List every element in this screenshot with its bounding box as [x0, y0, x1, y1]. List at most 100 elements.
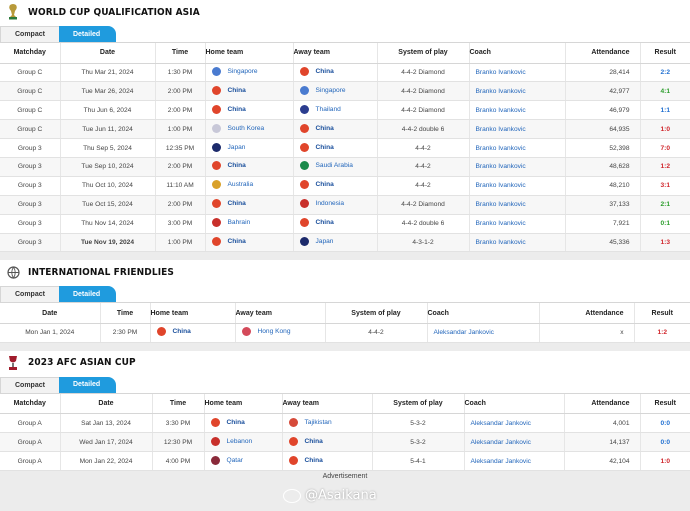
coach-link[interactable]: Branko Ivankovic [475, 220, 526, 228]
home-team[interactable]: China [156, 327, 191, 337]
match-result[interactable]: 2:1 [660, 201, 671, 209]
team-name[interactable]: Qatar [226, 456, 244, 464]
home-team[interactable]: China [210, 417, 245, 427]
table-row[interactable]: Group A Sat Jan 13, 2024 3:30 PM China Tajik… [0, 413, 690, 434]
home-team[interactable]: China [211, 104, 246, 114]
tab-compact[interactable]: Compact [0, 26, 60, 42]
team-name[interactable]: China [227, 86, 246, 94]
match-result[interactable]: 1:0 [660, 125, 671, 133]
away-team[interactable]: China [288, 436, 323, 446]
tab-compact[interactable]: Compact [0, 376, 60, 393]
home-team[interactable]: Lebanon [210, 436, 253, 446]
match-result[interactable]: 1:3 [660, 238, 671, 246]
match-result[interactable]: 4:1 [660, 87, 671, 95]
home-team[interactable]: China [211, 85, 246, 95]
match-result[interactable]: 1:2 [657, 329, 668, 337]
tab-compact[interactable]: Compact [0, 286, 60, 303]
tab-detailed[interactable]: Detailed [58, 286, 117, 303]
coach-link[interactable]: Branko Ivankovic [475, 144, 526, 152]
team-name[interactable]: Singapore [315, 86, 346, 94]
table-row[interactable]: Group 3 Tue Oct 15, 2024 2:00 PM China Indon… [0, 195, 690, 215]
team-name[interactable]: China [315, 143, 334, 151]
match-result[interactable]: 2:2 [660, 68, 671, 76]
team-name[interactable]: China [172, 328, 191, 336]
coach-link[interactable]: Aleksandar Jankovic [470, 438, 531, 446]
table-row[interactable]: Group 3 Thu Nov 14, 2024 3:00 PM Bahrain Chi… [0, 214, 690, 234]
match-result[interactable]: 1:2 [660, 163, 671, 171]
team-name[interactable]: China [315, 181, 334, 189]
match-result[interactable]: 0:0 [660, 419, 671, 427]
team-name[interactable]: China [304, 437, 323, 445]
team-name[interactable]: Hong Kong [257, 328, 291, 336]
away-team[interactable]: Indonesia [299, 199, 345, 209]
table-row[interactable]: Group A Mon Jan 22, 2024 4:00 PM Qatar China… [0, 451, 690, 471]
home-team[interactable]: China [211, 236, 246, 246]
team-name[interactable]: Indonesia [315, 200, 345, 208]
team-name[interactable]: Lebanon [226, 437, 253, 445]
table-row[interactable]: Group 3 Thu Oct 10, 2024 11:10 AM Australia… [0, 176, 690, 196]
table-row[interactable]: Group 3 Tue Nov 19, 2024 1:00 PM China Japan… [0, 233, 690, 253]
team-name[interactable]: China [227, 200, 246, 208]
table-row[interactable]: Group C Tue Jun 11, 2024 1:00 PM South Kore… [0, 119, 690, 140]
table-row[interactable]: Group 3 Tue Sep 10, 2024 2:00 PM China Saudi… [0, 157, 690, 177]
table-row[interactable]: Group A Wed Jan 17, 2024 12:30 PM Lebanon Ch… [0, 432, 690, 453]
tab-detailed[interactable]: Detailed [58, 26, 117, 42]
match-result[interactable]: 7:0 [660, 144, 671, 152]
team-name[interactable]: China [227, 105, 246, 113]
home-team[interactable]: Singapore [211, 66, 258, 76]
coach-link[interactable]: Branko Ivankovic [475, 125, 526, 133]
coach-link[interactable]: Branko Ivankovic [475, 182, 526, 190]
away-team[interactable]: China [299, 66, 334, 76]
home-team[interactable]: Bahrain [211, 218, 251, 228]
team-name[interactable]: China [315, 219, 334, 227]
away-team[interactable]: Tajikistan [288, 417, 332, 427]
home-team[interactable]: China [211, 199, 246, 209]
home-team[interactable]: Qatar [210, 455, 244, 465]
table-row[interactable]: Group C Thu Mar 21, 2024 1:30 PM Singapore C… [0, 63, 690, 83]
team-name[interactable]: China [315, 67, 334, 75]
table-row[interactable]: Group 3 Thu Sep 5, 2024 12:35 PM Japan China… [0, 138, 690, 158]
table-row[interactable]: Group C Thu Jun 6, 2024 2:00 PM China Thaila… [0, 100, 690, 121]
away-team[interactable]: China [299, 180, 334, 190]
coach-link[interactable]: Branko Ivankovic [475, 87, 526, 95]
team-name[interactable]: Bahrain [227, 219, 251, 227]
team-name[interactable]: Thailand [315, 105, 341, 113]
coach-link[interactable]: Branko Ivankovic [475, 163, 526, 171]
team-name[interactable]: China [315, 124, 334, 132]
team-name[interactable]: China [304, 456, 323, 464]
team-name[interactable]: Australia [227, 181, 254, 189]
team-name[interactable]: China [226, 418, 245, 426]
away-team[interactable]: Japan [299, 236, 334, 246]
team-name[interactable]: Singapore [227, 67, 258, 75]
team-name[interactable]: Tajikistan [304, 418, 332, 426]
match-result[interactable]: 3:1 [660, 182, 671, 190]
team-name[interactable]: Saudi Arabia [315, 162, 353, 170]
away-team[interactable]: Thailand [299, 104, 341, 114]
home-team[interactable]: South Korea [211, 123, 265, 133]
home-team[interactable]: Australia [211, 180, 254, 190]
away-team[interactable]: China [299, 218, 334, 228]
coach-link[interactable]: Branko Ivankovic [475, 106, 526, 114]
coach-link[interactable]: Aleksandar Jankovic [470, 457, 531, 465]
match-result[interactable]: 1:1 [660, 106, 671, 114]
coach-link[interactable]: Aleksandar Jankovic [470, 419, 531, 427]
match-result[interactable]: 1:0 [660, 457, 671, 465]
coach-link[interactable]: Branko Ivankovic [475, 68, 526, 76]
match-result[interactable]: 0:0 [660, 438, 671, 446]
match-result[interactable]: 0:1 [660, 220, 671, 228]
team-name[interactable]: South Korea [227, 124, 265, 132]
team-name[interactable]: Japan [227, 143, 246, 151]
away-team[interactable]: China [299, 142, 334, 152]
away-team[interactable]: Singapore [299, 85, 346, 95]
away-team[interactable]: Saudi Arabia [299, 161, 353, 171]
coach-link[interactable]: Branko Ivankovic [475, 238, 526, 246]
team-name[interactable]: Japan [315, 237, 334, 245]
table-row[interactable]: Group C Tue Mar 26, 2024 2:00 PM China Singa… [0, 81, 690, 102]
coach-link[interactable]: Branko Ivankovic [475, 201, 526, 209]
team-name[interactable]: China [227, 162, 246, 170]
coach-link[interactable]: Aleksandar Jankovic [433, 329, 494, 337]
table-row[interactable]: Mon Jan 1, 2024 2:30 PM China Hong Kong 4-4-… [0, 323, 690, 343]
away-team[interactable]: Hong Kong [241, 327, 291, 337]
home-team[interactable]: China [211, 161, 246, 171]
home-team[interactable]: Japan [211, 142, 246, 152]
